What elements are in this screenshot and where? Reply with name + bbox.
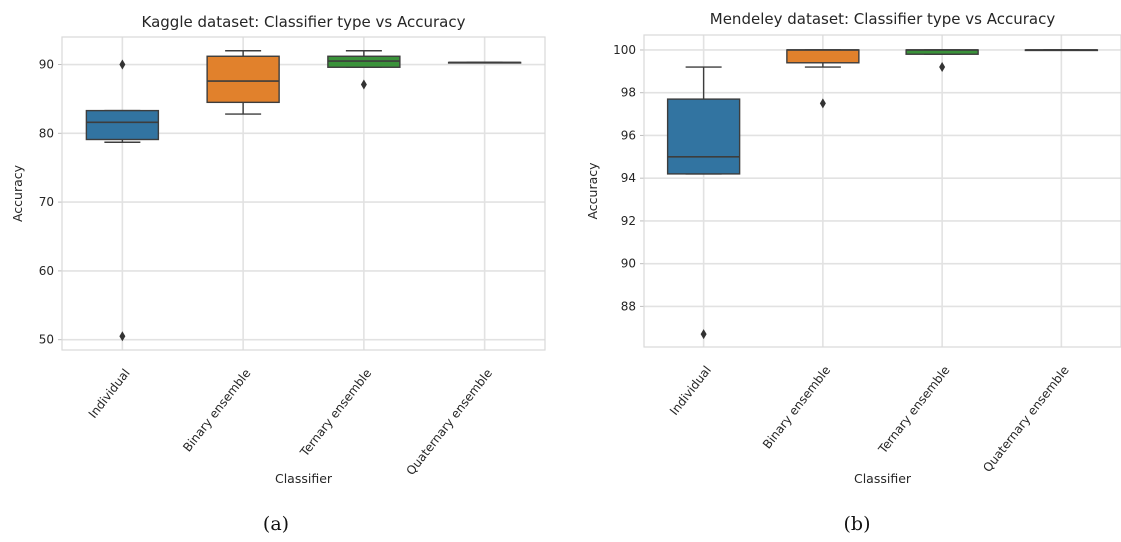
outlier-marker <box>939 62 946 73</box>
y-tick-label: 90 <box>39 58 54 72</box>
outlier-marker <box>700 329 707 340</box>
x-tick-label: Ternary ensemble <box>875 363 952 457</box>
x-tick-label: Binary ensemble <box>760 363 833 451</box>
x-tick-label: Individual <box>667 363 714 418</box>
x-axis-label: Classifier <box>854 471 912 486</box>
x-axis-label: Classifier <box>275 471 333 486</box>
plot-frame <box>61 36 546 351</box>
box-2 <box>206 55 280 104</box>
y-tick-label: 70 <box>39 195 54 209</box>
x-tick-label: Quaternary ensemble <box>404 366 495 478</box>
outlier-marker <box>119 331 126 342</box>
panel-caption: (b) <box>844 513 871 535</box>
y-tick-label: 60 <box>39 264 54 278</box>
x-tick-label: Quaternary ensemble <box>980 363 1071 475</box>
y-tick-label: 94 <box>621 171 636 185</box>
outlier-marker <box>119 59 126 70</box>
mendeley-boxplot-panel: 88 90 92 94 96 98 100 Individual Binary ensemble… <box>585 10 1121 535</box>
y-tick-label: 98 <box>621 86 636 100</box>
y-tick-label: 92 <box>621 214 636 228</box>
y-tick-label: 80 <box>39 126 54 140</box>
y-tick-label: 90 <box>621 257 636 271</box>
kaggle-boxplot-panel: 50 60 70 80 90 Individual Binary ensemble Terna… <box>10 13 546 535</box>
y-axis-label: Accuracy <box>585 162 600 220</box>
x-tick-label: Binary ensemble <box>180 366 253 454</box>
chart-title: Kaggle dataset: Classifier type vs Accur… <box>142 13 466 31</box>
y-axis-label: Accuracy <box>10 164 25 222</box>
box-1 <box>85 109 160 141</box>
y-tick-label: 50 <box>39 333 54 347</box>
y-tick-label: 88 <box>621 299 636 313</box>
plot-frame <box>643 34 1121 348</box>
x-tick-label: Individual <box>86 366 133 421</box>
outlier-marker <box>360 79 367 90</box>
panel-caption: (a) <box>263 513 289 535</box>
box-1 <box>666 98 741 175</box>
y-tick-label: 100 <box>613 43 636 57</box>
chart-title: Mendeley dataset: Classifier type vs Acc… <box>710 10 1056 28</box>
y-tick-label: 96 <box>621 128 636 142</box>
x-tick-label: Ternary ensemble <box>297 366 374 460</box>
box-2 <box>786 49 860 64</box>
outlier-marker <box>819 98 826 109</box>
